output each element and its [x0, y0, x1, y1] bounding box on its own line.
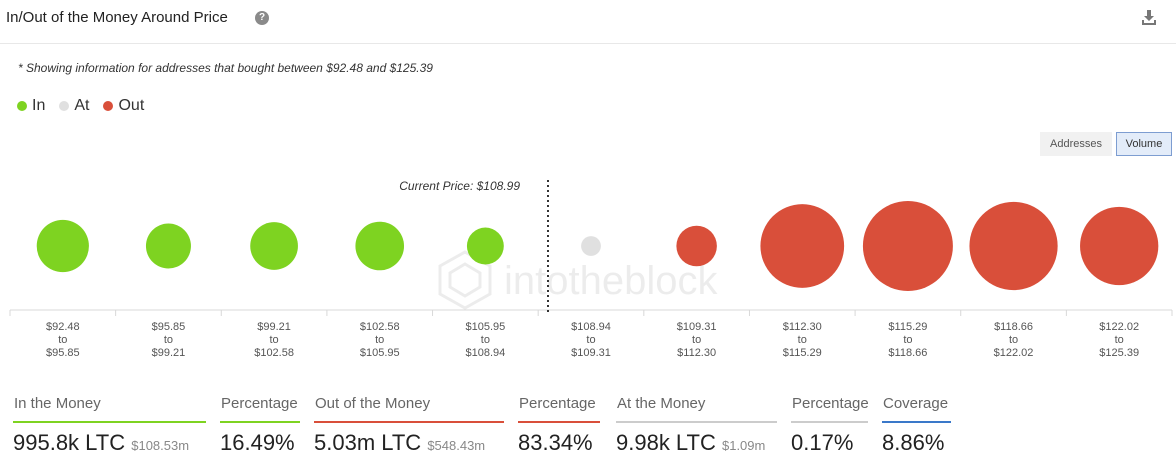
legend-item-in[interactable]: In	[17, 97, 45, 115]
widget-title: In/Out of the Money Around Price	[6, 9, 228, 26]
stat-coverage-value: 8.86%	[882, 430, 945, 455]
stat-out-label: Out of the Money	[314, 392, 504, 423]
bubble-in[interactable]	[355, 221, 405, 271]
stat-at-usd: $1.09m	[721, 438, 766, 453]
stat-at-value-row: 9.98k LTC $1.09m	[616, 430, 777, 456]
tick-label-from: $95.85	[152, 321, 186, 333]
stat-at-label: At the Money	[616, 392, 777, 423]
tick-label-joiner: to	[586, 334, 595, 346]
bubble-in[interactable]	[36, 219, 89, 273]
stat-coverage-label: Coverage	[882, 392, 951, 423]
tick-label-to: $118.66	[888, 347, 927, 359]
watermark-text: intotheblock	[504, 259, 718, 303]
stat-in-the-money: In the Money 995.8k LTC $108.53m	[13, 392, 206, 456]
tick-label-from: $109.31	[677, 321, 717, 333]
tick-label-joiner: to	[1115, 334, 1124, 346]
bubble-in[interactable]	[250, 222, 298, 270]
stat-at-pct-value: 0.17%	[791, 430, 854, 455]
stat-at-percentage: Percentage 0.17%	[791, 392, 869, 456]
bubble-chart: intotheblock Current Price: $108.99 $92.…	[9, 179, 1173, 359]
legend-item-out[interactable]: Out	[103, 97, 144, 115]
tick-label-from: $112.30	[783, 321, 822, 333]
bubble-in[interactable]	[466, 227, 504, 265]
tick-label-to: $122.02	[994, 347, 1034, 359]
stat-at-the-money: At the Money 9.98k LTC $1.09m	[616, 392, 777, 456]
tick-label-joiner: to	[1009, 334, 1018, 346]
bubble-in[interactable]	[145, 223, 191, 269]
stat-at-pct-label: Percentage	[791, 392, 869, 423]
legend-label-out: Out	[118, 97, 145, 114]
legend-item-at[interactable]: At	[59, 97, 89, 115]
tick-label-to: $108.94	[465, 347, 505, 359]
stat-out-value: 5.03m LTC	[314, 430, 422, 455]
bubble-out[interactable]	[1080, 206, 1159, 286]
tick-label-joiner: to	[269, 334, 278, 346]
stat-out-pct-value: 83.34%	[518, 430, 593, 455]
legend-label-in: In	[32, 97, 46, 114]
stat-out-value-row: 5.03m LTC $548.43m	[314, 430, 504, 456]
stat-out-usd: $548.43m	[427, 438, 486, 453]
tick-label-from: $92.48	[46, 321, 80, 333]
stat-out-pct-label: Percentage	[518, 392, 600, 423]
current-price-label: Current Price: $108.99	[399, 179, 520, 193]
bubble-out[interactable]	[676, 225, 717, 267]
tick-label-to: $115.29	[783, 347, 822, 359]
tick-label-joiner: to	[164, 334, 173, 346]
tick-label-joiner: to	[692, 334, 701, 346]
tick-label-to: $109.31	[571, 347, 611, 359]
tick-label-joiner: to	[903, 334, 912, 346]
tick-label-joiner: to	[481, 334, 490, 346]
legend-dot-at	[59, 101, 70, 111]
addresses-toggle-button[interactable]: Addresses	[1040, 132, 1112, 156]
bubble-out[interactable]	[969, 201, 1058, 291]
legend: In At Out	[17, 97, 144, 115]
legend-dot-out	[103, 101, 114, 111]
tick-label-from: $99.21	[257, 321, 291, 333]
tick-label-to: $125.39	[1099, 347, 1139, 359]
widget-header: In/Out of the Money Around Price ?	[0, 0, 1176, 44]
tick-label-to: $99.21	[152, 347, 186, 359]
tick-label-from: $108.94	[571, 321, 611, 333]
summary-stats: In the Money 995.8k LTC $108.53m Percent…	[0, 392, 1176, 462]
tick-label-to: $95.85	[46, 347, 80, 359]
tick-label-from: $102.58	[360, 321, 400, 333]
tick-label-to: $102.58	[254, 347, 294, 359]
tick-label-joiner: to	[375, 334, 384, 346]
range-note: * Showing information for addresses that…	[18, 61, 433, 75]
stat-out-percentage: Percentage 83.34%	[518, 392, 600, 456]
stat-in-pct-value: 16.49%	[220, 430, 295, 455]
legend-dot-in	[17, 101, 27, 111]
tick-label-joiner: to	[798, 334, 807, 346]
tick-label-joiner: to	[58, 334, 67, 346]
stat-out-of-the-money: Out of the Money 5.03m LTC $548.43m	[314, 392, 504, 456]
question-circle-icon[interactable]: ?	[255, 11, 269, 25]
tick-label-from: $122.02	[1099, 321, 1139, 333]
tick-label-from: $115.29	[888, 321, 927, 333]
volume-toggle-button[interactable]: Volume	[1116, 132, 1172, 156]
stat-in-percentage: Percentage 16.49%	[220, 392, 300, 456]
bubble-out[interactable]	[760, 204, 845, 288]
stat-in-label: In the Money	[13, 392, 206, 423]
stat-in-value: 995.8k LTC	[13, 430, 126, 455]
tick-label-from: $118.66	[994, 321, 1033, 333]
stat-in-value-row: 995.8k LTC $108.53m	[13, 430, 206, 456]
tick-label-from: $105.95	[465, 321, 505, 333]
download-icon[interactable]	[1140, 8, 1158, 26]
tick-label-to: $112.30	[677, 347, 716, 359]
bubble-out[interactable]	[862, 201, 953, 291]
watermark-logo: intotheblock	[438, 250, 718, 310]
stat-in-pct-label: Percentage	[220, 392, 300, 423]
legend-label-at: At	[74, 97, 90, 114]
tick-label-to: $105.95	[360, 347, 400, 359]
stat-in-usd: $108.53m	[131, 438, 190, 453]
stat-at-value: 9.98k LTC	[616, 430, 716, 455]
bubble-at[interactable]	[581, 236, 601, 256]
stat-coverage: Coverage 8.86%	[882, 392, 951, 456]
